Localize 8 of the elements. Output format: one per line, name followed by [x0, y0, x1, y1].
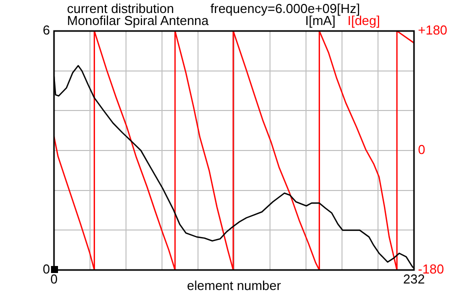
y-tick-label: 6 [42, 22, 50, 38]
chart-title: current distribution [67, 1, 174, 16]
chart-subtitle: Monofilar Spiral Antenna [67, 13, 209, 28]
text: I[mA] [305, 13, 336, 28]
y2-tick-label: +180 [418, 22, 448, 38]
x-axis-title: element number [187, 278, 281, 293]
text: frequency=6.000e+09[Hz] [210, 1, 360, 16]
y2-tick-label: 0 [418, 142, 426, 158]
